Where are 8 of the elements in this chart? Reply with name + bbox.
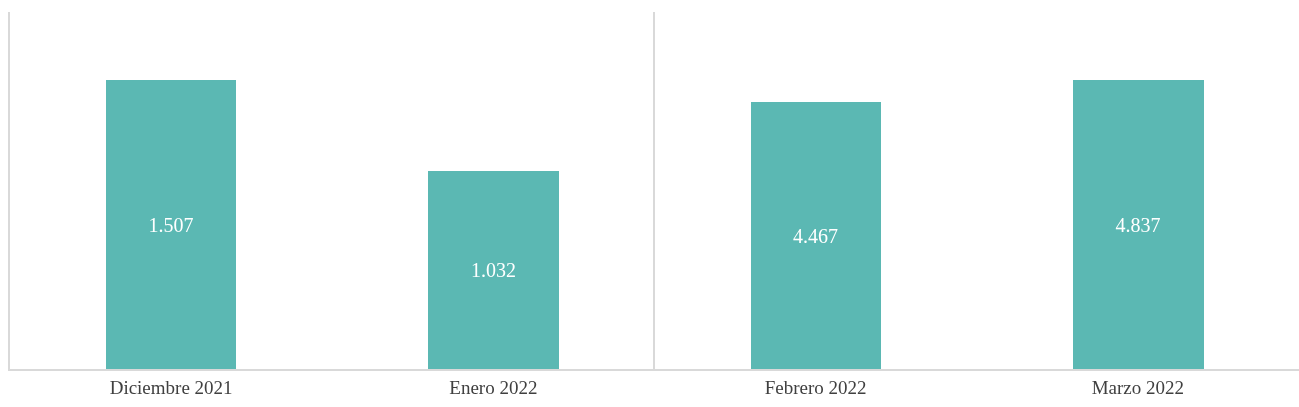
data-label: 1.032 bbox=[471, 259, 516, 281]
x-tick-label: Enero 2022 bbox=[449, 376, 538, 398]
data-label: 4.467 bbox=[793, 224, 838, 247]
data-label: 1.507 bbox=[148, 213, 194, 236]
data-label: 4.837 bbox=[1115, 213, 1161, 236]
x-tick-label: Marzo 2022 bbox=[1091, 376, 1185, 398]
x-tick-label: Febrero 2022 bbox=[764, 376, 867, 398]
x-tick-label: Diciembre 2021 bbox=[109, 376, 233, 398]
